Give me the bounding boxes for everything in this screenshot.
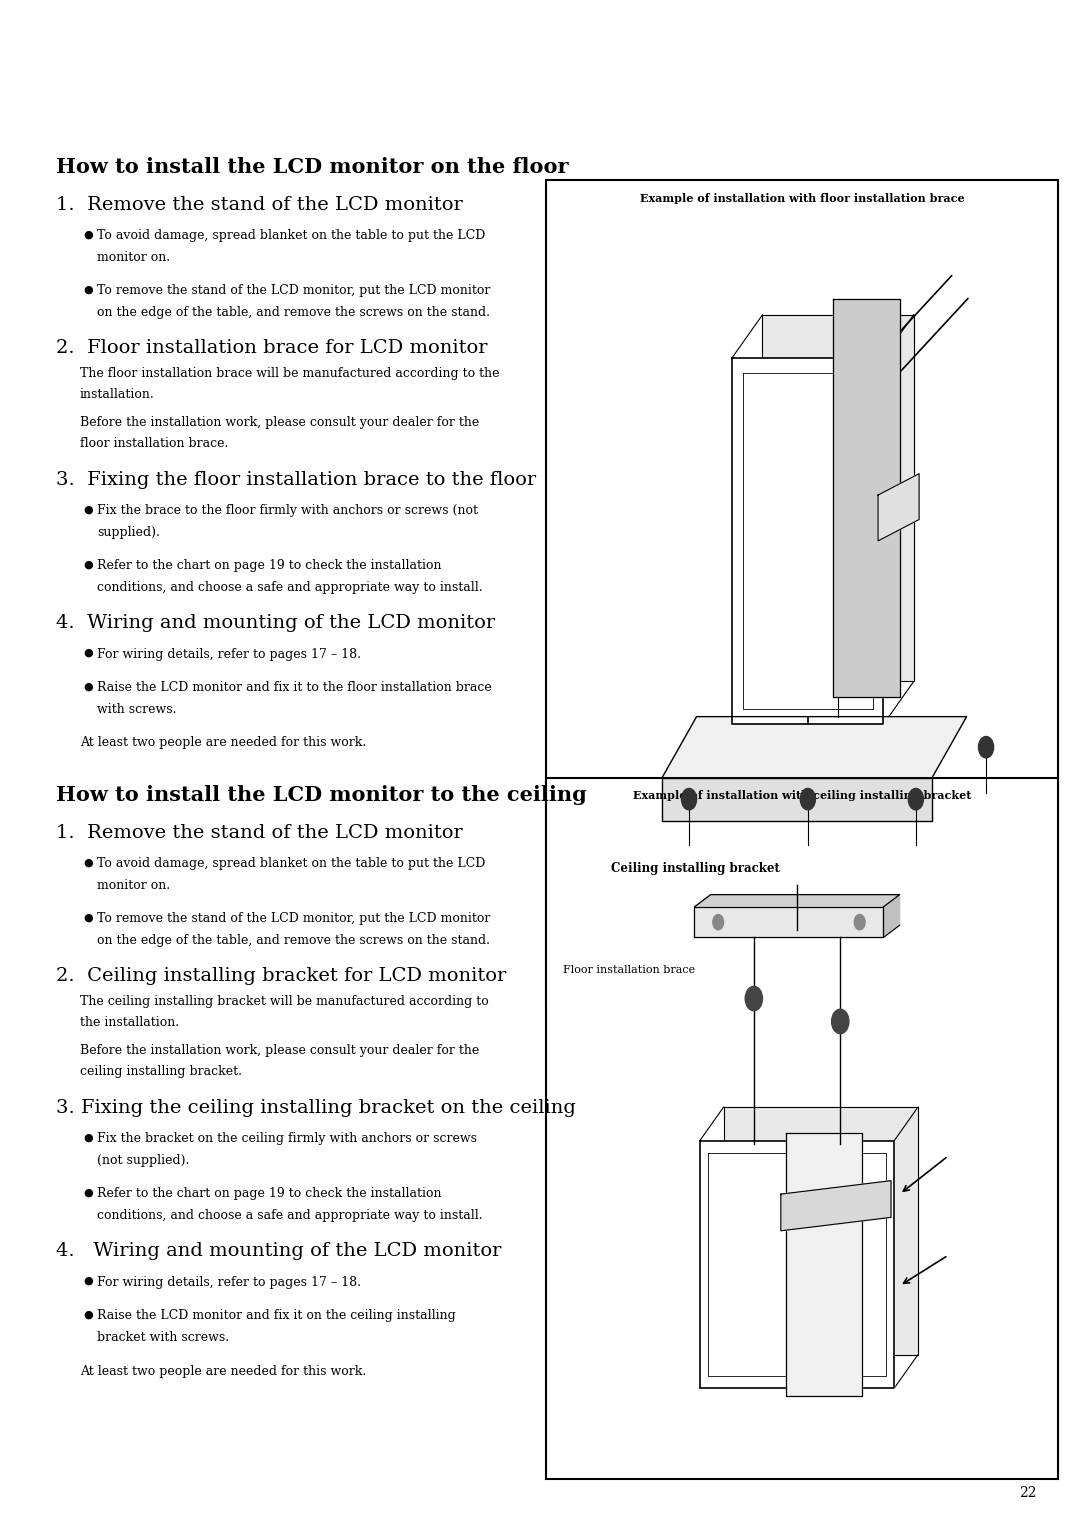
Text: supplied).: supplied). — [97, 526, 160, 539]
Text: Refer to the chart on page 19 to check the installation: Refer to the chart on page 19 to check t… — [97, 1187, 442, 1201]
Text: ●: ● — [83, 1309, 93, 1320]
Polygon shape — [724, 1108, 918, 1355]
Text: conditions, and choose a safe and appropriate way to install.: conditions, and choose a safe and approp… — [97, 581, 483, 594]
Text: At least two people are needed for this work.: At least two people are needed for this … — [80, 1365, 366, 1378]
Text: Raise the LCD monitor and fix it on the ceiling installing: Raise the LCD monitor and fix it on the … — [97, 1309, 456, 1323]
Text: 2.  Ceiling installing bracket for LCD monitor: 2. Ceiling installing bracket for LCD mo… — [56, 967, 507, 986]
Text: ●: ● — [83, 912, 93, 923]
Polygon shape — [833, 299, 900, 697]
Polygon shape — [781, 1181, 891, 1232]
Text: Before the installation work, please consult your dealer for the: Before the installation work, please con… — [80, 416, 480, 429]
Circle shape — [832, 1010, 849, 1034]
Circle shape — [800, 788, 815, 810]
Text: 2.  Floor installation brace for LCD monitor: 2. Floor installation brace for LCD moni… — [56, 339, 488, 358]
Text: To avoid damage, spread blanket on the table to put the LCD: To avoid damage, spread blanket on the t… — [97, 857, 486, 871]
Circle shape — [681, 788, 697, 810]
Text: conditions, and choose a safe and appropriate way to install.: conditions, and choose a safe and approp… — [97, 1209, 483, 1222]
Text: Example of installation with ceiling installing bracket: Example of installation with ceiling ins… — [633, 790, 972, 801]
Text: How to install the LCD monitor to the ceiling: How to install the LCD monitor to the ce… — [56, 785, 586, 805]
Text: For wiring details, refer to pages 17 – 18.: For wiring details, refer to pages 17 – … — [97, 648, 361, 662]
Text: ceiling installing bracket.: ceiling installing bracket. — [80, 1065, 242, 1079]
Text: Fix the brace to the floor firmly with anchors or screws (not: Fix the brace to the floor firmly with a… — [97, 504, 478, 518]
Text: with screws.: with screws. — [97, 703, 177, 717]
Text: monitor on.: monitor on. — [97, 251, 171, 264]
Text: ●: ● — [83, 559, 93, 570]
Text: ●: ● — [83, 1132, 93, 1143]
Bar — [546, 778, 1058, 1479]
Text: ●: ● — [83, 504, 93, 515]
Text: Raise the LCD monitor and fix it to the floor installation brace: Raise the LCD monitor and fix it to the … — [97, 681, 492, 695]
Text: To avoid damage, spread blanket on the table to put the LCD: To avoid damage, spread blanket on the t… — [97, 229, 486, 243]
Text: ●: ● — [83, 648, 93, 659]
Text: The floor installation brace will be manufactured according to the: The floor installation brace will be man… — [80, 367, 499, 380]
Polygon shape — [883, 895, 900, 938]
Text: 22: 22 — [1020, 1487, 1037, 1500]
Text: 3.  Fixing the floor installation brace to the floor: 3. Fixing the floor installation brace t… — [56, 471, 537, 489]
Text: ●: ● — [83, 681, 93, 692]
Text: on the edge of the table, and remove the screws on the stand.: on the edge of the table, and remove the… — [97, 934, 490, 947]
Polygon shape — [662, 717, 967, 778]
Text: At least two people are needed for this work.: At least two people are needed for this … — [80, 736, 366, 750]
Text: (not supplied).: (not supplied). — [97, 1154, 190, 1167]
Text: 4.  Wiring and mounting of the LCD monitor: 4. Wiring and mounting of the LCD monito… — [56, 614, 496, 633]
Circle shape — [745, 987, 762, 1012]
Text: ●: ● — [83, 857, 93, 868]
Text: ●: ● — [83, 1276, 93, 1287]
Polygon shape — [700, 1141, 894, 1389]
Text: installation.: installation. — [80, 388, 154, 402]
Polygon shape — [732, 358, 883, 724]
Text: ●: ● — [83, 229, 93, 240]
Text: on the edge of the table, and remove the screws on the stand.: on the edge of the table, and remove the… — [97, 306, 490, 319]
Text: Example of installation with floor installation brace: Example of installation with floor insta… — [640, 193, 964, 203]
Text: floor installation brace.: floor installation brace. — [80, 437, 228, 451]
Text: To remove the stand of the LCD monitor, put the LCD monitor: To remove the stand of the LCD monitor, … — [97, 284, 490, 298]
Text: Floor installation brace: Floor installation brace — [563, 964, 694, 975]
Polygon shape — [762, 315, 914, 681]
Text: Ceiling installing bracket: Ceiling installing bracket — [611, 862, 780, 876]
Text: the installation.: the installation. — [80, 1016, 179, 1030]
Bar — [546, 180, 1058, 1008]
Polygon shape — [662, 778, 932, 821]
Polygon shape — [694, 895, 900, 908]
Text: 1.  Remove the stand of the LCD monitor: 1. Remove the stand of the LCD monitor — [56, 824, 463, 842]
Text: monitor on.: monitor on. — [97, 879, 171, 892]
Circle shape — [713, 915, 724, 931]
Text: 4.   Wiring and mounting of the LCD monitor: 4. Wiring and mounting of the LCD monito… — [56, 1242, 501, 1261]
Text: Refer to the chart on page 19 to check the installation: Refer to the chart on page 19 to check t… — [97, 559, 442, 573]
Text: Before the installation work, please consult your dealer for the: Before the installation work, please con… — [80, 1044, 480, 1057]
Circle shape — [978, 736, 994, 758]
Text: 3. Fixing the ceiling installing bracket on the ceiling: 3. Fixing the ceiling installing bracket… — [56, 1099, 576, 1117]
Text: ●: ● — [83, 1187, 93, 1198]
Text: For wiring details, refer to pages 17 – 18.: For wiring details, refer to pages 17 – … — [97, 1276, 361, 1290]
Text: bracket with screws.: bracket with screws. — [97, 1331, 229, 1345]
Circle shape — [908, 788, 923, 810]
Text: The ceiling installing bracket will be manufactured according to: The ceiling installing bracket will be m… — [80, 995, 488, 1008]
Polygon shape — [694, 908, 883, 938]
Text: ●: ● — [83, 284, 93, 295]
Polygon shape — [878, 474, 919, 541]
Circle shape — [854, 915, 865, 931]
Text: Fix the bracket on the ceiling firmly with anchors or screws: Fix the bracket on the ceiling firmly wi… — [97, 1132, 477, 1146]
Text: To remove the stand of the LCD monitor, put the LCD monitor: To remove the stand of the LCD monitor, … — [97, 912, 490, 926]
Text: How to install the LCD monitor on the floor: How to install the LCD monitor on the fl… — [56, 157, 569, 177]
Polygon shape — [786, 1134, 862, 1397]
Text: 1.  Remove the stand of the LCD monitor: 1. Remove the stand of the LCD monitor — [56, 196, 463, 214]
